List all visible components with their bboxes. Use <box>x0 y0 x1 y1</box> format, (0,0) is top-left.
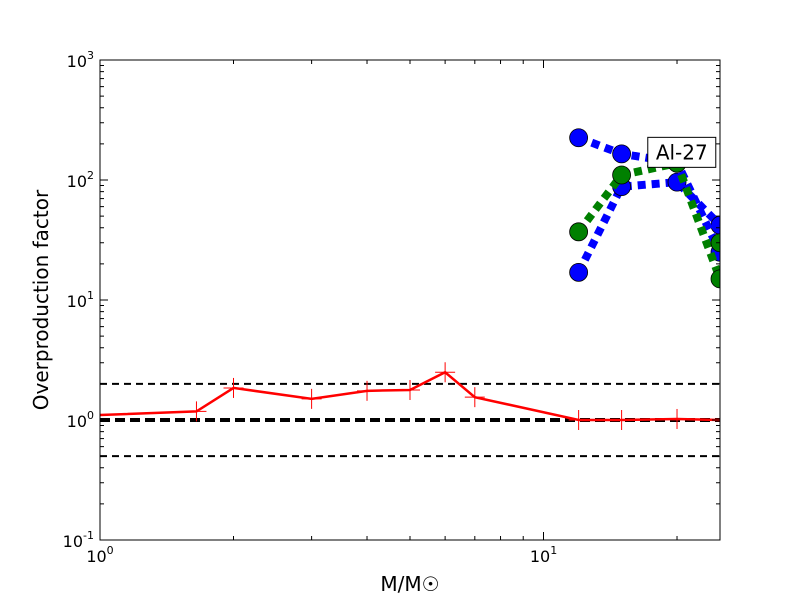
annotation-layer: Al-27 <box>647 136 717 168</box>
series-1-line <box>575 177 720 275</box>
series-0-point-3 <box>301 388 322 409</box>
series-0 <box>100 362 720 430</box>
plot-frame <box>99 59 721 541</box>
y-tick-label-2: 101 <box>67 289 94 311</box>
series-2-point-0 <box>569 128 589 148</box>
annotation-label: Al-27 <box>656 140 708 164</box>
annotation-box <box>647 136 717 168</box>
y-tick-label-1: 100 <box>67 409 94 431</box>
series-3-line <box>575 158 720 281</box>
series-4-point-0 <box>710 233 720 253</box>
series-0-point-5 <box>400 379 420 400</box>
series-2-point-1 <box>612 144 632 164</box>
y-tick-label-3: 102 <box>67 169 94 191</box>
y-axis-label: Overproduction factor <box>29 189 53 410</box>
series-3-point-3 <box>710 269 720 289</box>
series-3-point-1 <box>612 165 632 185</box>
series-0-point-4 <box>357 380 378 401</box>
series-3-point-0 <box>569 222 589 242</box>
x-tick-label-0: 100 <box>86 544 113 566</box>
series-0-point-8 <box>568 410 589 430</box>
series-0-point-7 <box>464 387 485 408</box>
y-tick-label-0: 10-1 <box>63 529 94 551</box>
series-0-point-6 <box>435 362 456 383</box>
y-tick-label-4: 103 <box>67 49 94 71</box>
series-0-point-1 <box>186 401 207 422</box>
x-axis-label: M/M☉ <box>380 572 439 596</box>
series-0-point-2 <box>223 377 244 398</box>
series-0-point-9 <box>611 410 632 430</box>
series-3 <box>569 153 720 289</box>
series-0-point-10 <box>667 408 688 429</box>
series-1-point-0 <box>569 262 589 282</box>
series-4 <box>710 233 720 253</box>
x-tick-label-1: 101 <box>530 544 557 566</box>
